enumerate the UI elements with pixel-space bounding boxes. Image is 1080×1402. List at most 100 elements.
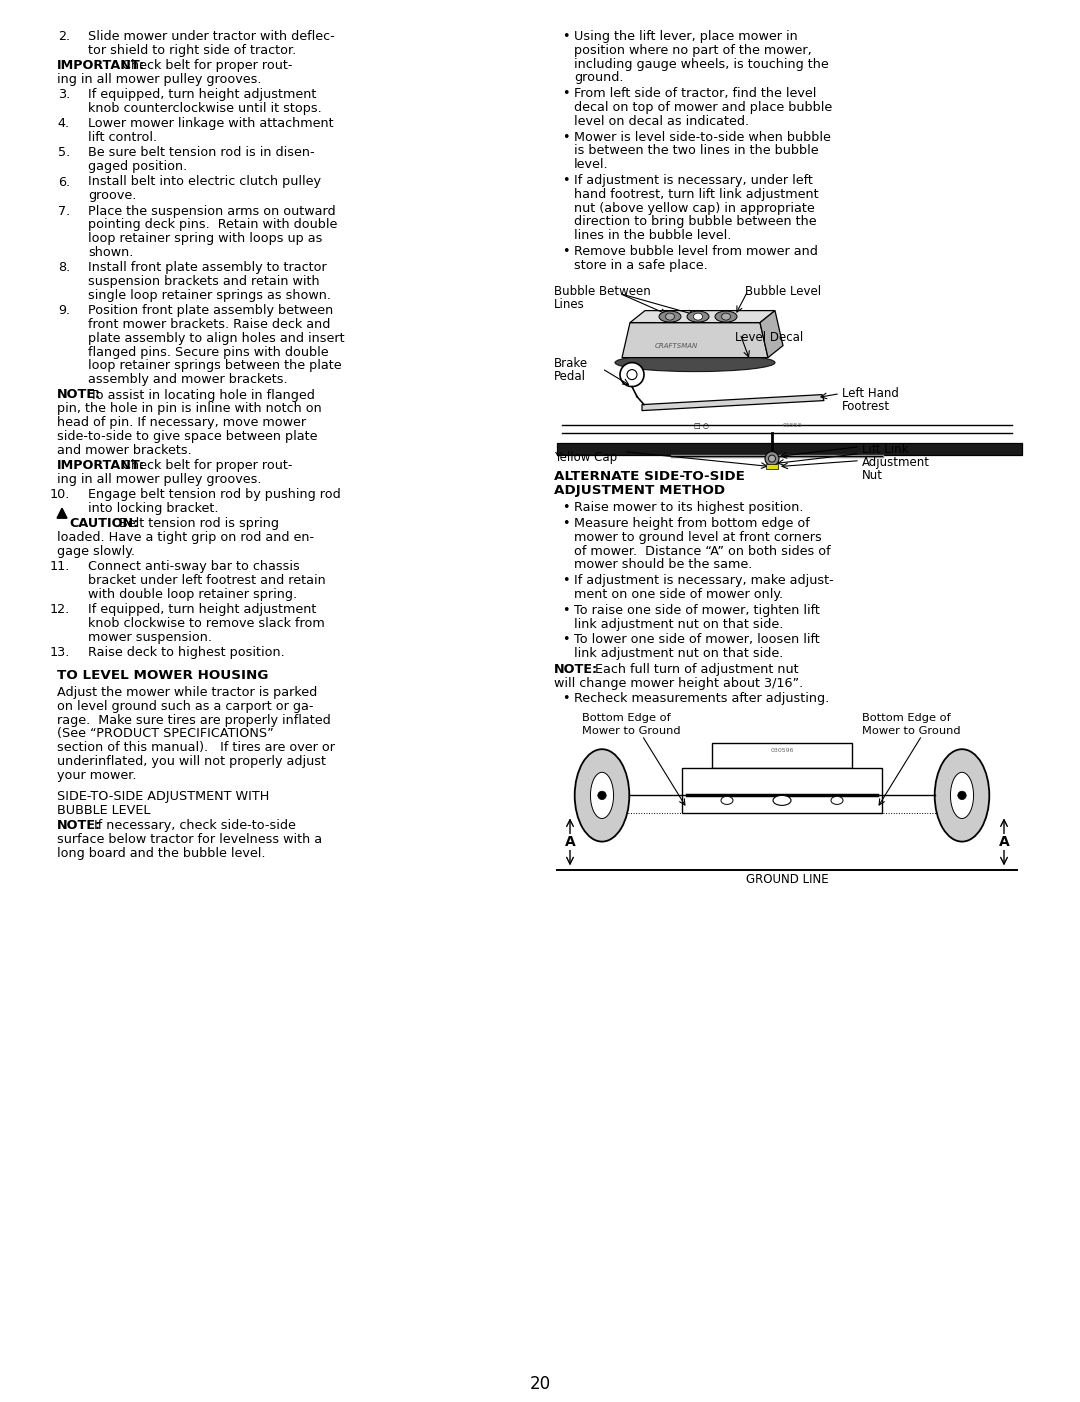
Text: mower to ground level at front corners: mower to ground level at front corners xyxy=(573,531,822,544)
Text: assembly and mower brackets.: assembly and mower brackets. xyxy=(87,373,287,386)
Text: knob clockwise to remove slack from: knob clockwise to remove slack from xyxy=(87,617,325,629)
Text: will change mower height about 3/16”.: will change mower height about 3/16”. xyxy=(554,677,804,690)
Text: Lines: Lines xyxy=(554,297,584,311)
Text: lines in the bubble level.: lines in the bubble level. xyxy=(573,229,731,243)
Text: Mower to Ground: Mower to Ground xyxy=(862,726,960,736)
Text: including gauge wheels, is touching the: including gauge wheels, is touching the xyxy=(573,57,828,70)
Text: ing in all mower pulley grooves.: ing in all mower pulley grooves. xyxy=(57,472,261,486)
Text: A: A xyxy=(565,836,576,848)
Ellipse shape xyxy=(958,791,967,799)
Text: mower suspension.: mower suspension. xyxy=(87,631,212,644)
Text: mower should be the same.: mower should be the same. xyxy=(573,558,753,572)
Text: Bubble Level: Bubble Level xyxy=(745,285,821,297)
Text: Raise deck to highest position.: Raise deck to highest position. xyxy=(87,646,285,659)
Text: Place the suspension arms on outward: Place the suspension arms on outward xyxy=(87,205,336,217)
Ellipse shape xyxy=(615,353,775,372)
Polygon shape xyxy=(557,443,1022,454)
Text: Lower mower linkage with attachment: Lower mower linkage with attachment xyxy=(87,118,334,130)
Ellipse shape xyxy=(591,773,613,819)
Text: If equipped, turn height adjustment: If equipped, turn height adjustment xyxy=(87,603,316,615)
Text: level on decal as indicated.: level on decal as indicated. xyxy=(573,115,750,128)
Text: underinflated, you will not properly adjust: underinflated, you will not properly adj… xyxy=(57,756,326,768)
Text: 030596: 030596 xyxy=(770,749,794,753)
Ellipse shape xyxy=(659,311,681,322)
Text: □ ○: □ ○ xyxy=(694,422,710,429)
Text: •: • xyxy=(562,501,569,515)
Text: 11.: 11. xyxy=(50,561,70,573)
Text: is between the two lines in the bubble: is between the two lines in the bubble xyxy=(573,144,819,157)
FancyBboxPatch shape xyxy=(712,743,852,768)
Text: Remove bubble level from mower and: Remove bubble level from mower and xyxy=(573,245,818,258)
Text: •: • xyxy=(562,130,569,143)
Text: Position front plate assembly between: Position front plate assembly between xyxy=(87,304,334,317)
Text: tor shield to right side of tractor.: tor shield to right side of tractor. xyxy=(87,43,296,57)
Text: If adjustment is necessary, under left: If adjustment is necessary, under left xyxy=(573,174,813,186)
Text: ment on one side of mower only.: ment on one side of mower only. xyxy=(573,587,783,601)
Text: bracket under left footrest and retain: bracket under left footrest and retain xyxy=(87,573,326,587)
Text: Using the lift lever, place mower in: Using the lift lever, place mower in xyxy=(573,29,798,43)
Text: into locking bracket.: into locking bracket. xyxy=(87,502,218,515)
Text: 2.: 2. xyxy=(58,29,70,43)
Text: on level ground such as a carport or ga-: on level ground such as a carport or ga- xyxy=(57,700,313,712)
Text: To lower one side of mower, loosen lift: To lower one side of mower, loosen lift xyxy=(573,634,820,646)
Text: 10.: 10. xyxy=(50,488,70,501)
Ellipse shape xyxy=(620,363,644,387)
Text: CRAFTSMAN: CRAFTSMAN xyxy=(654,342,699,349)
Text: link adjustment nut on that side.: link adjustment nut on that side. xyxy=(573,648,783,660)
Ellipse shape xyxy=(769,456,775,463)
Text: single loop retainer springs as shown.: single loop retainer springs as shown. xyxy=(87,289,330,301)
Ellipse shape xyxy=(950,773,973,819)
Text: with double loop retainer spring.: with double loop retainer spring. xyxy=(87,587,297,600)
Text: loop retainer spring with loops up as: loop retainer spring with loops up as xyxy=(87,233,322,245)
Text: From left side of tractor, find the level: From left side of tractor, find the leve… xyxy=(573,87,816,100)
Text: If equipped, turn height adjustment: If equipped, turn height adjustment xyxy=(87,88,316,101)
Text: and mower brackets.: and mower brackets. xyxy=(57,443,192,457)
Text: rage.  Make sure tires are properly inflated: rage. Make sure tires are properly infla… xyxy=(57,714,330,726)
Text: direction to bring bubble between the: direction to bring bubble between the xyxy=(573,216,816,229)
Text: Pedal: Pedal xyxy=(554,370,586,383)
Text: ground.: ground. xyxy=(573,72,623,84)
Ellipse shape xyxy=(831,796,843,805)
Text: Yellow Cap: Yellow Cap xyxy=(554,450,617,464)
Text: 5.: 5. xyxy=(57,146,70,160)
Text: Bottom Edge of: Bottom Edge of xyxy=(862,714,950,723)
Text: pin, the hole in pin is inline with notch on: pin, the hole in pin is inline with notc… xyxy=(57,402,322,415)
Text: NOTE:: NOTE: xyxy=(57,388,102,401)
Text: Install front plate assembly to tractor: Install front plate assembly to tractor xyxy=(87,261,327,275)
Text: Nut: Nut xyxy=(862,468,883,482)
Text: surface below tractor for levelness with a: surface below tractor for levelness with… xyxy=(57,833,322,845)
Text: •: • xyxy=(562,245,569,258)
Text: suspension brackets and retain with: suspension brackets and retain with xyxy=(87,275,320,287)
Text: Connect anti-sway bar to chassis: Connect anti-sway bar to chassis xyxy=(87,561,300,573)
Text: position where no part of the mower,: position where no part of the mower, xyxy=(573,43,812,57)
Text: •: • xyxy=(562,517,569,530)
Text: ing in all mower pulley grooves.: ing in all mower pulley grooves. xyxy=(57,73,261,86)
Text: 6.: 6. xyxy=(58,175,70,188)
Ellipse shape xyxy=(765,451,779,465)
Text: side-to-side to give space between plate: side-to-side to give space between plate xyxy=(57,430,318,443)
Text: gaged position.: gaged position. xyxy=(87,160,187,174)
Text: ALTERNATE SIDE-TO-SIDE: ALTERNATE SIDE-TO-SIDE xyxy=(554,470,745,482)
Text: your mower.: your mower. xyxy=(57,768,136,782)
Text: 9.: 9. xyxy=(58,304,70,317)
Text: •: • xyxy=(562,691,569,705)
Text: loaded. Have a tight grip on rod and en-: loaded. Have a tight grip on rod and en- xyxy=(57,531,314,544)
FancyBboxPatch shape xyxy=(681,768,882,813)
Text: Footrest: Footrest xyxy=(842,400,890,412)
Text: BUBBLE LEVEL: BUBBLE LEVEL xyxy=(57,803,150,817)
Text: link adjustment nut on that side.: link adjustment nut on that side. xyxy=(573,618,783,631)
Text: Raise mower to its highest position.: Raise mower to its highest position. xyxy=(573,501,804,515)
Text: •: • xyxy=(562,29,569,43)
Text: Mower to Ground: Mower to Ground xyxy=(582,726,680,736)
Text: 20: 20 xyxy=(529,1375,551,1394)
Text: If adjustment is necessary, make adjust-: If adjustment is necessary, make adjust- xyxy=(573,575,834,587)
Text: •: • xyxy=(562,87,569,100)
FancyBboxPatch shape xyxy=(766,464,779,468)
Text: 8.: 8. xyxy=(57,261,70,275)
Text: Recheck measurements after adjusting.: Recheck measurements after adjusting. xyxy=(573,691,829,705)
Text: groove.: groove. xyxy=(87,189,136,202)
Text: Brake: Brake xyxy=(554,356,589,370)
Text: hand footrest, turn lift link adjustment: hand footrest, turn lift link adjustment xyxy=(573,188,819,200)
Text: (See “PRODUCT SPECIFICATIONS”: (See “PRODUCT SPECIFICATIONS” xyxy=(57,728,273,740)
Text: A: A xyxy=(999,836,1010,848)
